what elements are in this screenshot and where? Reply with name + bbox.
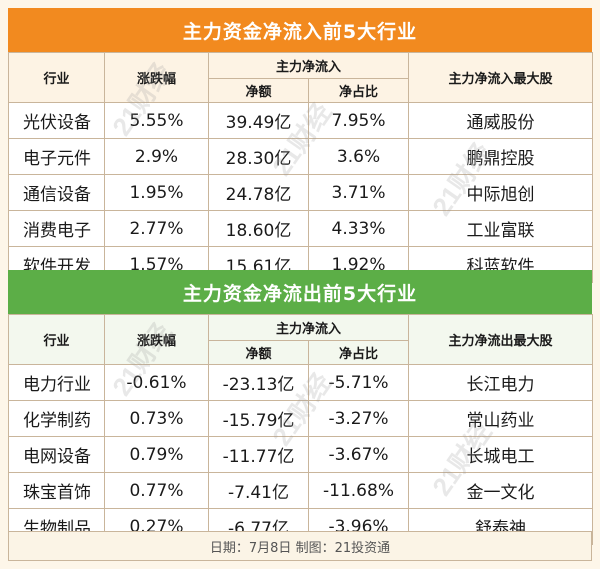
header-change: 涨跌幅 <box>104 52 209 103</box>
header-industry: 行业 <box>8 52 105 103</box>
top-stock-cell: 长江电力 <box>408 364 594 401</box>
net-ratio-cell: -3.27% <box>307 400 410 437</box>
top-stock-cell: 金一文化 <box>408 472 594 509</box>
net-ratio-cell: -3.67% <box>307 436 410 473</box>
net-amount-cell: -15.79亿 <box>208 400 309 437</box>
table-row: 珠宝首饰 0.77% -7.41亿 -11.68% 金一文化 <box>8 472 594 509</box>
change-cell: 0.73% <box>104 400 209 437</box>
net-amount-cell: -11.77亿 <box>208 436 309 473</box>
industry-cell: 珠宝首饰 <box>8 472 105 509</box>
net-amount-cell: 28.30亿 <box>208 138 309 175</box>
top-stock-cell: 工业富联 <box>408 210 594 247</box>
industry-cell: 光伏设备 <box>8 102 105 139</box>
change-cell: 2.9% <box>104 138 209 175</box>
net-ratio-cell: 4.33% <box>307 210 410 247</box>
table-row: 电力行业 -0.61% -23.13亿 -5.71% 长江电力 <box>8 364 594 401</box>
footer-caption: 日期：7月8日 制图：21投资通 <box>8 531 592 561</box>
net-ratio-cell: 3.71% <box>307 174 410 211</box>
header-change: 涨跌幅 <box>104 314 209 365</box>
net-ratio-cell: 3.6% <box>307 138 410 175</box>
net-amount-cell: -23.13亿 <box>208 364 309 401</box>
inflow-table: 行业 涨跌幅 主力净流入 主力净流入最大股 净额 净占比 光伏设备 5.55% … <box>8 52 594 283</box>
industry-cell: 通信设备 <box>8 174 105 211</box>
net-ratio-cell: -11.68% <box>307 472 410 509</box>
net-ratio-cell: 7.95% <box>307 102 410 139</box>
industry-cell: 消费电子 <box>8 210 105 247</box>
top-stock-cell: 长城电工 <box>408 436 594 473</box>
industry-cell: 电网设备 <box>8 436 105 473</box>
change-cell: 5.55% <box>104 102 209 139</box>
change-cell: 0.79% <box>104 436 209 473</box>
net-amount-cell: 24.78亿 <box>208 174 309 211</box>
change-cell: 2.77% <box>104 210 209 247</box>
change-cell: 0.77% <box>104 472 209 509</box>
table-row: 电子元件 2.9% 28.30亿 3.6% 鹏鼎控股 <box>8 138 594 175</box>
industry-cell: 电力行业 <box>8 364 105 401</box>
header-net-inflow-group: 主力净流入 <box>207 314 410 341</box>
table-row: 光伏设备 5.55% 39.49亿 7.95% 通威股份 <box>8 102 594 139</box>
industry-cell: 化学制药 <box>8 400 105 437</box>
header-net-amount: 净额 <box>208 77 309 103</box>
header-net-ratio: 净占比 <box>307 339 410 365</box>
header-net-ratio: 净占比 <box>307 77 410 103</box>
outflow-table: 行业 涨跌幅 主力净流入 主力净流出最大股 净额 净占比 电力行业 -0.61%… <box>8 314 594 545</box>
net-amount-cell: -7.41亿 <box>208 472 309 509</box>
table-row: 化学制药 0.73% -15.79亿 -3.27% 常山药业 <box>8 400 594 437</box>
header-net-amount: 净额 <box>208 339 309 365</box>
table-row: 消费电子 2.77% 18.60亿 4.33% 工业富联 <box>8 210 594 247</box>
table-row: 通信设备 1.95% 24.78亿 3.71% 中际旭创 <box>8 174 594 211</box>
header-industry: 行业 <box>8 314 105 365</box>
top-stock-cell: 常山药业 <box>408 400 594 437</box>
net-amount-cell: 18.60亿 <box>208 210 309 247</box>
inflow-title: 主力资金净流入前5大行业 <box>8 8 592 52</box>
change-cell: -0.61% <box>104 364 209 401</box>
top-stock-cell: 通威股份 <box>408 102 594 139</box>
header-top-stock: 主力净流出最大股 <box>408 314 594 365</box>
industry-cell: 电子元件 <box>8 138 105 175</box>
outflow-title: 主力资金净流出前5大行业 <box>8 270 592 314</box>
top-stock-cell: 中际旭创 <box>408 174 594 211</box>
net-amount-cell: 39.49亿 <box>208 102 309 139</box>
header-top-stock: 主力净流入最大股 <box>408 52 594 103</box>
table-row: 电网设备 0.79% -11.77亿 -3.67% 长城电工 <box>8 436 594 473</box>
net-ratio-cell: -5.71% <box>307 364 410 401</box>
change-cell: 1.95% <box>104 174 209 211</box>
top-stock-cell: 鹏鼎控股 <box>408 138 594 175</box>
header-net-inflow-group: 主力净流入 <box>207 52 410 79</box>
